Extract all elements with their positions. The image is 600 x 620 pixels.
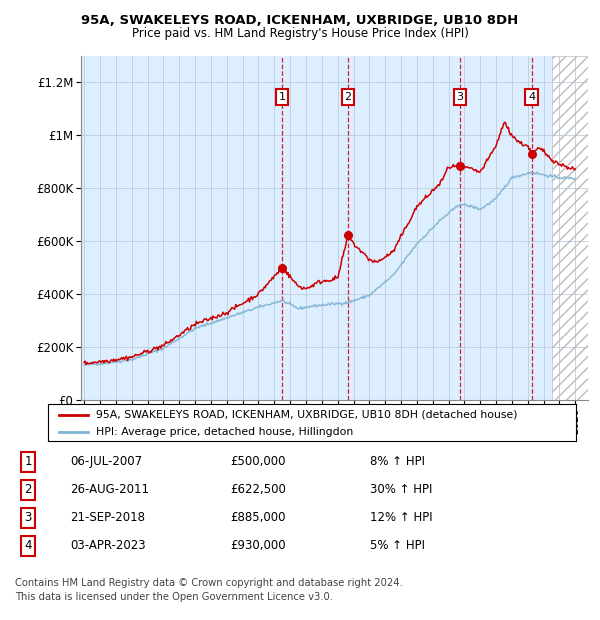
Text: HPI: Average price, detached house, Hillingdon: HPI: Average price, detached house, Hill… [95,427,353,437]
Text: 30% ↑ HPI: 30% ↑ HPI [370,484,433,496]
Text: 95A, SWAKELEYS ROAD, ICKENHAM, UXBRIDGE, UB10 8DH (detached house): 95A, SWAKELEYS ROAD, ICKENHAM, UXBRIDGE,… [95,410,517,420]
Text: 06-JUL-2007: 06-JUL-2007 [70,456,142,468]
Text: 3: 3 [457,92,463,102]
Text: 1: 1 [24,456,32,468]
Text: 5% ↑ HPI: 5% ↑ HPI [370,539,425,552]
Text: 1: 1 [279,92,286,102]
Text: £622,500: £622,500 [230,484,286,496]
Text: £500,000: £500,000 [230,456,286,468]
Bar [551,56,588,400]
Text: £885,000: £885,000 [230,512,286,524]
Text: Contains HM Land Registry data © Crown copyright and database right 2024.: Contains HM Land Registry data © Crown c… [15,578,403,588]
Bar [551,56,588,400]
Text: Price paid vs. HM Land Registry's House Price Index (HPI): Price paid vs. HM Land Registry's House … [131,27,469,40]
Text: 2: 2 [24,484,32,496]
Text: 4: 4 [24,539,32,552]
Text: 12% ↑ HPI: 12% ↑ HPI [370,512,433,524]
Text: 21-SEP-2018: 21-SEP-2018 [70,512,145,524]
Text: 2: 2 [344,92,352,102]
Text: 8% ↑ HPI: 8% ↑ HPI [370,456,425,468]
Text: £930,000: £930,000 [230,539,286,552]
Text: 4: 4 [528,92,535,102]
Text: 3: 3 [25,512,32,524]
Text: 03-APR-2023: 03-APR-2023 [70,539,146,552]
Text: This data is licensed under the Open Government Licence v3.0.: This data is licensed under the Open Gov… [15,592,333,602]
Text: 95A, SWAKELEYS ROAD, ICKENHAM, UXBRIDGE, UB10 8DH: 95A, SWAKELEYS ROAD, ICKENHAM, UXBRIDGE,… [82,14,518,27]
Text: 26-AUG-2011: 26-AUG-2011 [70,484,149,496]
